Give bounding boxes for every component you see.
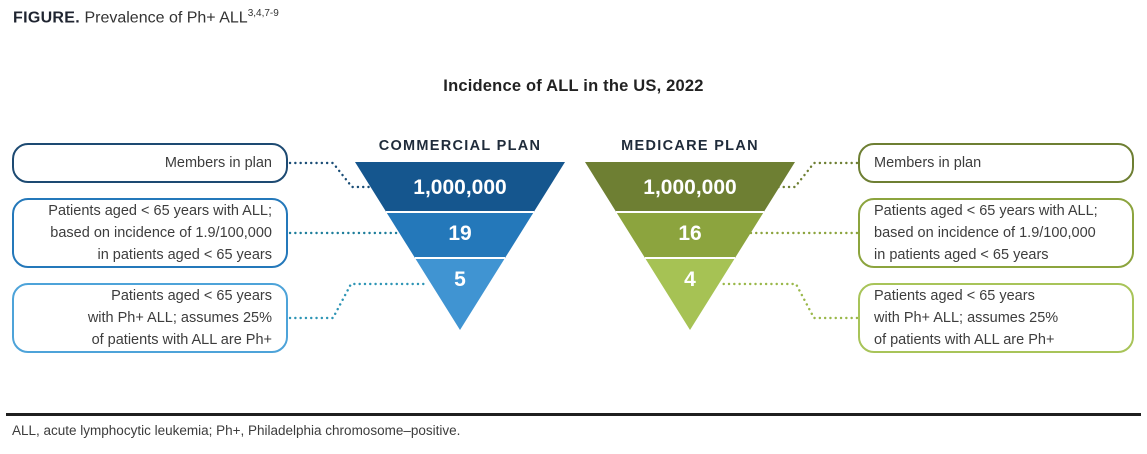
funnel-value-commercial-all: 19 (448, 222, 472, 245)
figure-caption: FIGURE. Prevalence of Ph+ ALL3,4,7-9 (13, 8, 279, 27)
footnote: ALL, acute lymphocytic leukemia; Ph+, Ph… (12, 423, 461, 438)
callout-text: Patients aged < 65 years with Ph+ ALL; a… (874, 288, 1059, 348)
callout-box-right-members: Members in plan (858, 143, 1134, 183)
callout-text: Patients aged < 65 years with ALL; based… (874, 203, 1098, 263)
connector-dotted-line-left-1 (288, 161, 371, 189)
funnel-header-commercial: COMMERCIAL PLAN (378, 138, 542, 154)
funnel-segment-commercial-phall (415, 258, 505, 330)
callout-text: Patients aged < 65 years with Ph+ ALL; a… (87, 288, 272, 348)
funnel-value-medicare-members: 1,000,000 (643, 176, 737, 199)
funnel-header-medicare: MEDICARE PLAN (621, 138, 759, 154)
funnel-value-commercial-phall: 5 (454, 268, 466, 291)
callout-box-left-members: Members in plan (12, 143, 288, 183)
funnel-segment-medicare-members (585, 162, 795, 212)
connector-dotted-line-right-1 (776, 161, 859, 189)
figure-label: FIGURE. (13, 9, 80, 27)
funnel-segment-commercial-members (355, 162, 565, 212)
callout-box-right-ph-positive: Patients aged < 65 years with Ph+ ALL; a… (858, 283, 1134, 353)
funnel-value-commercial-members: 1,000,000 (413, 176, 507, 199)
connector-dotted-line-right-3 (717, 282, 859, 320)
figure-reference-marks: 3,4,7-9 (247, 8, 279, 19)
callout-text: Members in plan (874, 155, 982, 171)
chart-title: Incidence of ALL in the US, 2022 (443, 77, 704, 95)
callout-text: Patients aged < 65 years with ALL; based… (48, 203, 272, 263)
callout-box-right-all-incidence: Patients aged < 65 years with ALL; based… (858, 198, 1134, 268)
funnel-segment-medicare-phall (645, 258, 735, 330)
connector-dotted-line-left-3 (288, 282, 430, 320)
callout-box-left-ph-positive: Patients aged < 65 years with Ph+ ALL; a… (12, 283, 288, 353)
figure-title: Prevalence of Ph+ ALL (84, 9, 248, 27)
callout-text: Members in plan (164, 155, 272, 171)
funnel-segment-commercial-all (386, 212, 534, 258)
funnel-value-medicare-phall: 4 (684, 268, 696, 291)
funnel-value-medicare-all: 16 (678, 222, 702, 245)
funnel-segment-medicare-all (616, 212, 764, 258)
footnote-divider (6, 413, 1141, 416)
callout-box-left-all-incidence: Patients aged < 65 years with ALL; based… (12, 198, 288, 268)
